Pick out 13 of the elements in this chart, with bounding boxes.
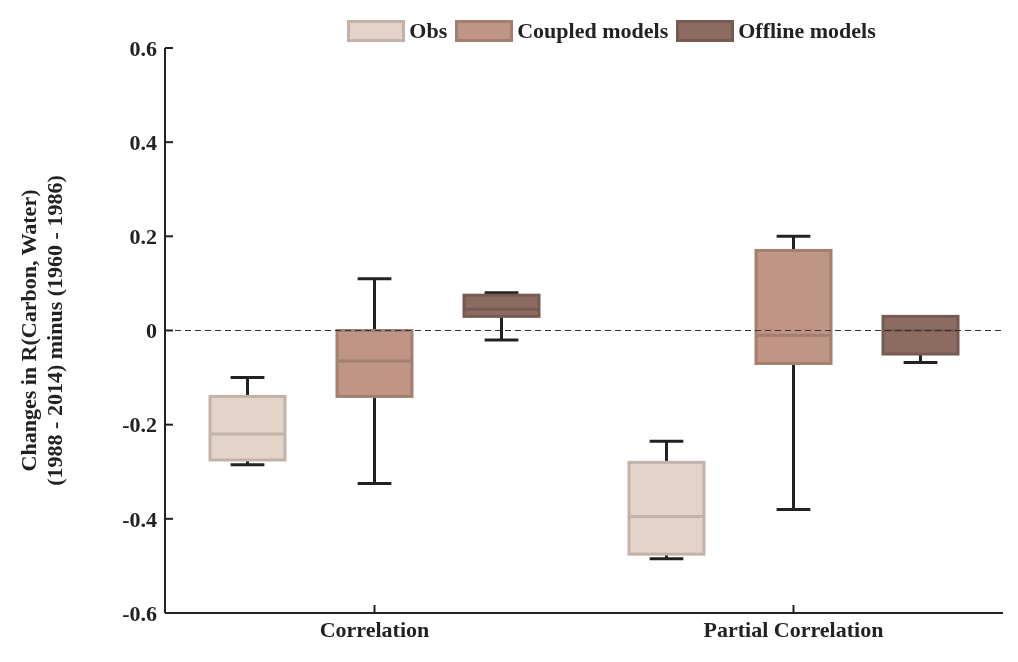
y-axis-title: Changes in R(Carbon, Water) (1988 - 2014) minus (1960 - 1986)	[16, 175, 67, 486]
y-tick-label: 0	[146, 318, 157, 344]
legend-label: Offline models	[738, 18, 876, 44]
x-tick-label: Partial Correlation	[703, 616, 884, 642]
y-tick-label: -0.2	[122, 412, 157, 438]
y-tick-label: 0.4	[129, 129, 157, 155]
y-tick-label: 0.2	[129, 224, 157, 250]
legend-label: Coupled models	[517, 18, 669, 44]
x-tick-label: Correlation	[319, 616, 430, 642]
legend-label: Obs	[409, 18, 448, 44]
y-tick-label: -0.4	[122, 506, 157, 532]
y-tick-label: 0.6	[129, 35, 157, 61]
y-tick-label: -0.6	[122, 600, 157, 626]
